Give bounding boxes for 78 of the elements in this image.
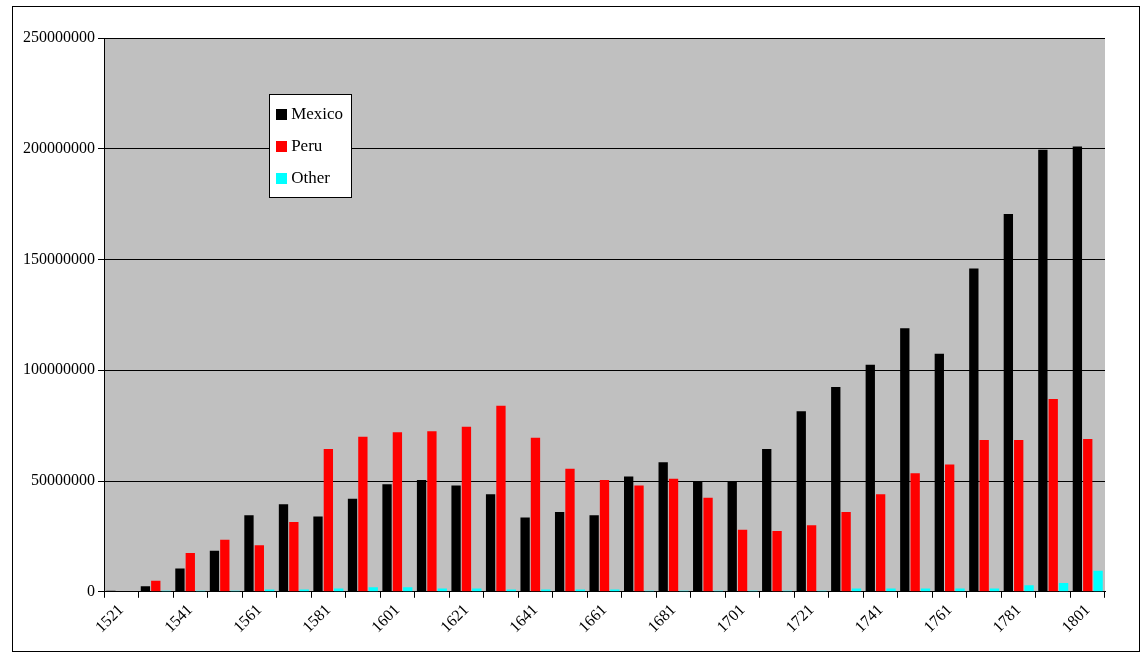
x-tick-label: 1661 (574, 600, 610, 636)
y-tick-label: 250000000 (23, 28, 95, 46)
bar (209, 550, 220, 592)
x-tick-label: 1781 (989, 600, 1024, 636)
bar (313, 516, 323, 592)
bar (565, 468, 575, 592)
bar (254, 545, 264, 592)
bar (403, 587, 413, 592)
bar (392, 432, 403, 592)
bar (140, 586, 151, 592)
bar (1048, 399, 1058, 592)
y-tick-label: 150000000 (23, 249, 95, 267)
bar (851, 588, 862, 592)
x-tick-label: 1641 (505, 600, 541, 636)
bar (358, 436, 368, 592)
bar (323, 448, 334, 592)
bar (875, 494, 886, 592)
x-tick-label: 1701 (713, 600, 748, 636)
bar (496, 405, 506, 592)
bar (554, 512, 565, 592)
bar (1093, 570, 1103, 592)
x-tick-label: 1601 (367, 600, 403, 636)
bar (485, 494, 496, 592)
bar (920, 588, 931, 592)
bar (1083, 438, 1093, 592)
bar (703, 497, 713, 592)
x-tick-label: 1681 (643, 600, 679, 636)
legend-label: Other (291, 167, 330, 189)
bar (806, 525, 817, 592)
bar (599, 479, 610, 592)
x-tick-label: 1621 (436, 600, 472, 636)
x-tick-label: 1801 (1058, 600, 1093, 636)
y-tick-label: 0 (87, 582, 95, 599)
bar (1058, 582, 1069, 592)
bar (945, 464, 955, 592)
bar (461, 426, 472, 592)
bar (1014, 440, 1024, 592)
y-tick-label: 100000000 (23, 360, 95, 378)
bar (451, 485, 461, 592)
bar (278, 504, 289, 592)
y-tick-label: 200000000 (23, 138, 95, 156)
bar (841, 512, 851, 592)
bar (989, 588, 1000, 592)
bar (244, 515, 254, 592)
legend-label: Mexico (291, 103, 344, 125)
bar (151, 580, 161, 592)
bar (334, 588, 344, 592)
bar (437, 588, 447, 592)
x-tick-label: 1561 (229, 600, 265, 636)
x-tick-label: 1721 (782, 600, 817, 636)
x-tick-label: 1741 (851, 600, 886, 636)
x-tick-label: 1581 (298, 600, 334, 636)
bar (175, 568, 185, 592)
x-tick-label: 1761 (920, 600, 955, 636)
bar (368, 587, 378, 592)
bar (520, 517, 530, 592)
bar (382, 484, 392, 592)
bar (289, 522, 299, 592)
bar (472, 588, 482, 592)
x-tick-label: 1521 (91, 600, 127, 636)
bar (772, 530, 782, 592)
bar (737, 529, 748, 592)
bar (979, 440, 989, 592)
bar (955, 588, 965, 592)
bar (634, 485, 644, 592)
x-tick-label: 1541 (160, 600, 196, 636)
bar (886, 588, 896, 592)
bar (427, 431, 437, 592)
bar (347, 498, 358, 592)
bar (185, 553, 195, 592)
bar (220, 539, 230, 592)
bar (668, 478, 679, 592)
bar (530, 437, 541, 592)
bar (589, 515, 599, 592)
bar (1024, 585, 1034, 592)
bar (910, 473, 920, 592)
y-tick-label: 50000000 (31, 471, 95, 489)
legend-label: Peru (291, 135, 323, 157)
